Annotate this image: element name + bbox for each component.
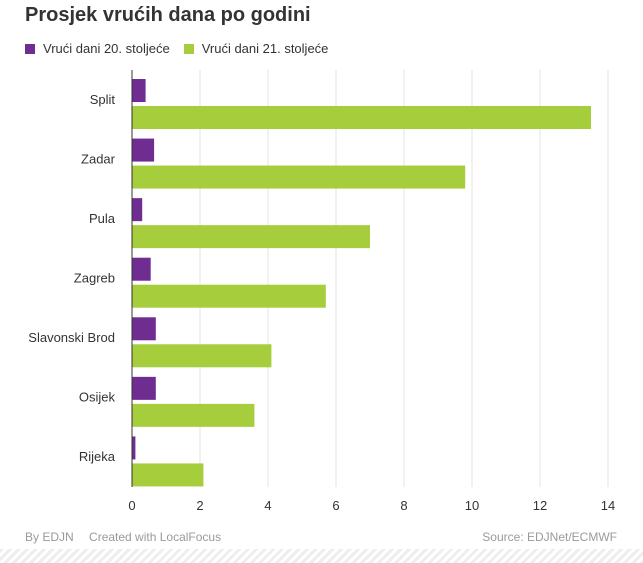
bar-slavonski-brod-21st-century	[132, 344, 272, 368]
x-tick-label-6: 6	[332, 498, 339, 513]
bar-split-21st-century	[132, 106, 591, 129]
legend-swatch-20th-century	[25, 43, 35, 54]
bar-pula-21st-century	[132, 225, 370, 249]
category-label-zagreb: Zagreb	[74, 271, 115, 286]
bar-slavonski-brod-20th-century	[132, 317, 156, 341]
category-label-split: Split	[90, 92, 116, 107]
category-label-rijeka: Rijeka	[79, 449, 116, 464]
x-tick-label-8: 8	[400, 498, 407, 513]
category-label-slavonski-brod: Slavonski Brod	[28, 330, 115, 345]
footer-by: By EDJN	[25, 530, 74, 544]
footer-credits: By EDJN Created with LocalFocus	[25, 530, 221, 544]
x-tick-label-2: 2	[196, 498, 203, 513]
bar-split-20th-century	[132, 79, 146, 102]
legend-item-21st-century: Vrući dani 21. stoljeće	[183, 41, 329, 56]
bar-osijek-21st-century	[132, 403, 255, 427]
bar-rijeka-21st-century	[132, 463, 204, 487]
legend-item-20th-century: Vrući dani 20. stoljeće	[25, 41, 170, 56]
category-label-zadar: Zadar	[81, 151, 116, 166]
x-tick-label-10: 10	[465, 498, 479, 513]
category-label-pula: Pula	[89, 211, 116, 226]
bar-rijeka-20th-century	[132, 436, 136, 460]
bar-zadar-21st-century	[132, 165, 466, 189]
bar-zagreb-21st-century	[132, 284, 326, 308]
footer-created-with[interactable]: Created with LocalFocus	[89, 530, 222, 544]
legend-label-20th-century: Vrući dani 20. stoljeće	[43, 41, 170, 56]
chart-title: Prosjek vrućih dana po godini	[25, 4, 311, 26]
x-tick-label-4: 4	[264, 498, 271, 513]
footer-source: Source: EDJNet/ECMWF	[482, 530, 617, 544]
legend-swatch-21st-century	[183, 43, 194, 54]
decorative-band	[0, 549, 643, 563]
category-label-osijek: Osijek	[79, 390, 116, 405]
chart-legend: Vrući dani 20. stoljeće Vrući dani 21. s…	[25, 41, 342, 56]
x-tick-label-12: 12	[533, 498, 547, 513]
bar-zadar-20th-century	[132, 138, 155, 162]
bar-pula-20th-century	[132, 198, 143, 222]
bar-zagreb-20th-century	[132, 257, 151, 281]
bar-osijek-20th-century	[132, 376, 156, 400]
x-tick-label-0: 0	[128, 498, 135, 513]
legend-label-21st-century: Vrući dani 21. stoljeće	[201, 41, 329, 56]
x-tick-label-14: 14	[601, 498, 615, 513]
